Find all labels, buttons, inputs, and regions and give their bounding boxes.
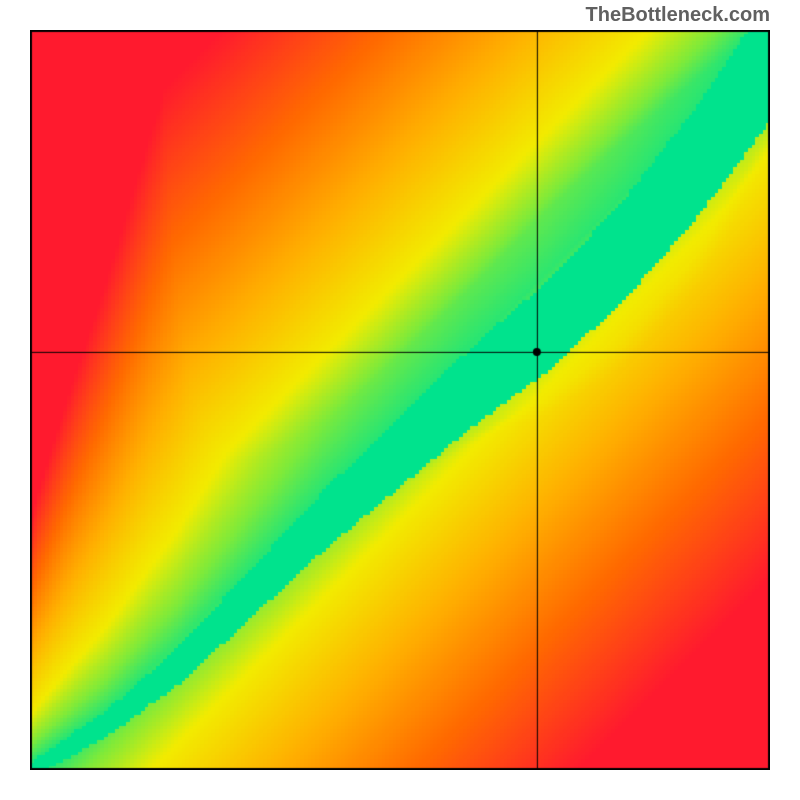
- bottleneck-heatmap-container: { "attribution": "TheBottleneck.com", "c…: [0, 0, 800, 800]
- attribution-text: TheBottleneck.com: [586, 4, 770, 27]
- bottleneck-heatmap-canvas: [30, 30, 770, 770]
